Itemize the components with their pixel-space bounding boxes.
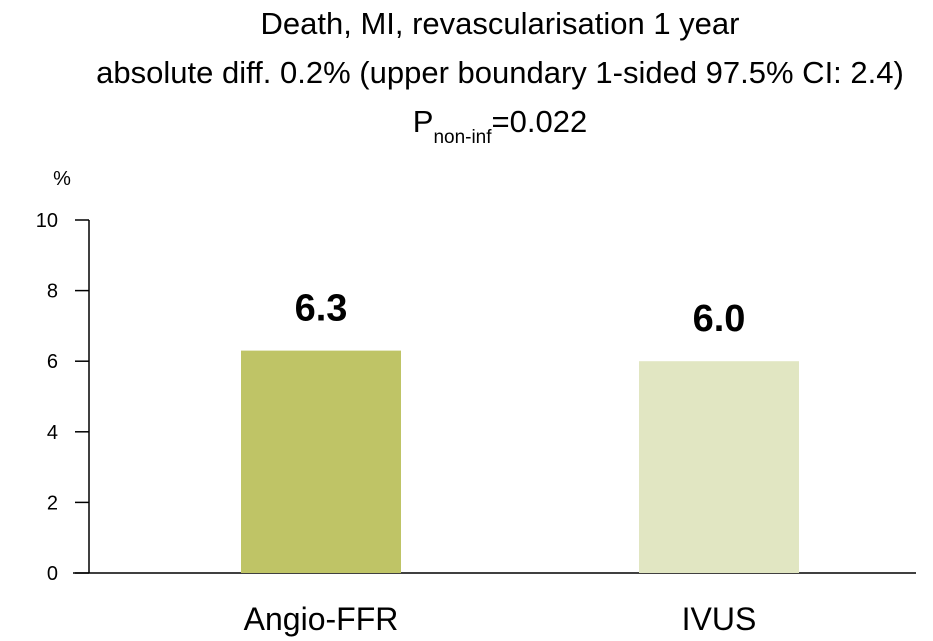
x-tick-label-ivus: IVUS bbox=[682, 601, 757, 637]
p-label: P bbox=[413, 104, 434, 139]
y-tick-label-4: 4 bbox=[47, 422, 58, 444]
x-tick-label-angio-ffr: Angio-FFR bbox=[244, 601, 399, 637]
y-tick-label-0: 0 bbox=[47, 563, 58, 585]
y-tick-label-8: 8 bbox=[47, 281, 58, 303]
y-axis-label: % bbox=[53, 168, 71, 190]
data-label-ivus: 6.0 bbox=[693, 298, 746, 340]
bar-angio-ffr bbox=[241, 350, 401, 573]
chart-title-line-2: absolute diff. 0.2% (upper boundary 1-si… bbox=[96, 55, 904, 90]
p-value: =0.022 bbox=[492, 104, 588, 139]
y-tick-label-10: 10 bbox=[36, 210, 58, 232]
bar-ivus bbox=[639, 361, 799, 573]
y-tick-label-6: 6 bbox=[47, 351, 58, 373]
chart-title-line-3: Pnon-inf=0.022 bbox=[413, 104, 587, 148]
plot-area: 0 2 4 6 8 10 Angio-FFR 6.3 IVUS 6.0 bbox=[36, 210, 916, 637]
y-tick-label-2: 2 bbox=[47, 492, 58, 514]
p-subscript: non-inf bbox=[433, 127, 492, 148]
data-label-angio-ffr: 6.3 bbox=[295, 288, 348, 330]
chart-title-line-1: Death, MI, revascularisation 1 year bbox=[261, 6, 740, 41]
